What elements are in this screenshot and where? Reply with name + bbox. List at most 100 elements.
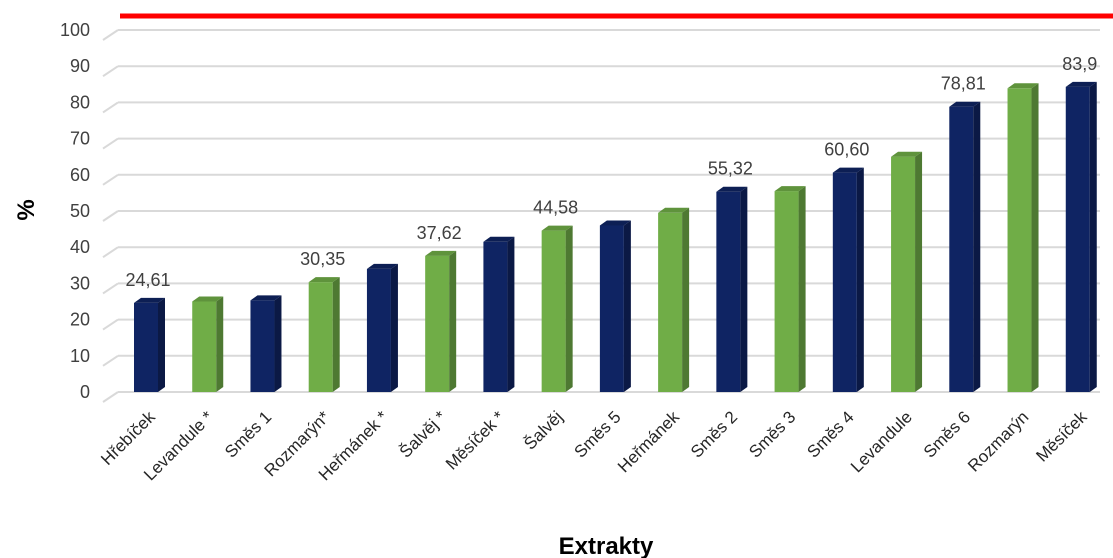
data-label: 24,61 xyxy=(125,270,170,290)
bar-front xyxy=(599,225,624,392)
bar-front xyxy=(308,282,333,392)
gridline-depth xyxy=(102,246,119,259)
gridline-depth xyxy=(102,173,119,186)
x-tick-label: Heřmánek xyxy=(614,407,683,476)
x-tick-label: Směs 5 xyxy=(571,407,625,461)
y-axis-ticks: 0 10 20 30 40 50 60 70 80 90 100 xyxy=(60,20,90,402)
data-label: 60,60 xyxy=(824,140,869,160)
bar-side xyxy=(158,297,165,392)
y-tick-label: 20 xyxy=(70,310,90,330)
bar xyxy=(1065,81,1097,393)
bar-top xyxy=(308,277,340,283)
y-tick-label: 40 xyxy=(70,237,90,257)
gridline-depth xyxy=(102,29,119,41)
bar-side xyxy=(1031,83,1039,393)
bar-top xyxy=(774,186,806,192)
y-tick-label: 70 xyxy=(70,129,90,149)
bar xyxy=(425,250,457,392)
y-tick-label: 80 xyxy=(70,92,90,112)
data-label: 44,58 xyxy=(533,198,578,218)
bar-side xyxy=(274,295,282,392)
x-axis-title: Extrakty xyxy=(559,533,654,558)
bar-side xyxy=(856,167,864,392)
bar-top xyxy=(599,220,631,226)
bar-front xyxy=(366,268,391,392)
bar-side xyxy=(449,250,457,392)
x-tick-label: Směs 6 xyxy=(920,407,974,461)
bar xyxy=(366,263,398,392)
gridline-depth xyxy=(102,65,119,78)
bar xyxy=(1007,83,1039,393)
y-tick-label: 30 xyxy=(70,273,90,293)
bar-front xyxy=(832,172,857,392)
bar-front xyxy=(949,106,974,393)
bar xyxy=(541,225,573,392)
bar-top xyxy=(134,297,165,303)
gridline-depth xyxy=(102,391,119,403)
bar-front xyxy=(541,230,566,392)
bar-top xyxy=(366,263,398,269)
y-tick-label: 100 xyxy=(60,20,90,40)
y-tick-label: 60 xyxy=(70,165,90,185)
bar xyxy=(483,236,515,392)
x-tick-label: Hřebíček xyxy=(97,407,159,469)
y-tick-label: 90 xyxy=(70,56,90,76)
bar xyxy=(832,167,864,392)
bar-front xyxy=(774,191,799,392)
data-label: 55,32 xyxy=(708,159,753,179)
gridline-depth xyxy=(102,137,119,150)
bar-top xyxy=(832,167,864,173)
bar-top xyxy=(250,295,282,301)
x-tick-label: Šalvěj xyxy=(520,407,566,453)
bar-front xyxy=(192,301,217,392)
x-tick-label: Směs 4 xyxy=(803,407,857,461)
bar-front xyxy=(716,191,741,392)
y-tick-label: 10 xyxy=(70,346,90,366)
gridline-depth xyxy=(102,101,119,114)
bar-side xyxy=(332,277,340,392)
gridline-depth xyxy=(102,282,119,295)
bar-side xyxy=(390,263,398,392)
bar xyxy=(134,297,165,392)
bar-top xyxy=(425,250,457,256)
x-tick-label: Směs 3 xyxy=(745,407,799,461)
gridline-depth xyxy=(102,354,119,367)
data-label: 30,35 xyxy=(300,249,345,269)
bar-top xyxy=(1065,81,1097,87)
gridline-depth xyxy=(102,318,119,331)
gridline-depth xyxy=(102,210,119,222)
x-tick-label: Směs 2 xyxy=(687,407,741,461)
x-tick-label: Šalvěj * xyxy=(396,407,450,461)
bar-side xyxy=(216,296,224,392)
bars xyxy=(134,81,1097,393)
data-label: 78,81 xyxy=(941,74,986,94)
bar xyxy=(891,151,923,392)
bar xyxy=(192,296,224,392)
bar-top xyxy=(716,186,748,192)
bar xyxy=(716,186,748,392)
x-tick-label: Měsíček xyxy=(1032,407,1091,466)
bar-front xyxy=(250,300,275,392)
bar-top xyxy=(483,236,515,242)
y-tick-label: 0 xyxy=(80,382,90,402)
bar-front xyxy=(658,212,683,392)
bar-side xyxy=(798,186,806,392)
bar-top xyxy=(891,151,923,157)
bar xyxy=(308,277,340,392)
bar-top xyxy=(658,207,690,213)
y-tick-label: 50 xyxy=(70,201,90,221)
bar-side xyxy=(507,236,515,392)
bar-top xyxy=(1007,83,1039,89)
bar-front xyxy=(483,241,508,392)
data-label: 37,62 xyxy=(417,223,462,243)
bar-side xyxy=(682,207,690,392)
x-tick-label: Levandule xyxy=(847,407,916,476)
bar-top xyxy=(192,296,224,302)
x-tick-label: Měsíček * xyxy=(442,407,508,473)
y-axis-title: % xyxy=(13,199,40,220)
bar xyxy=(599,220,631,392)
data-labels: 24,61 30,35 37,62 44,58 55,32 60,60 78,81 83,9 xyxy=(125,54,1097,290)
bar-front xyxy=(425,255,450,392)
bar-front xyxy=(1007,88,1032,393)
